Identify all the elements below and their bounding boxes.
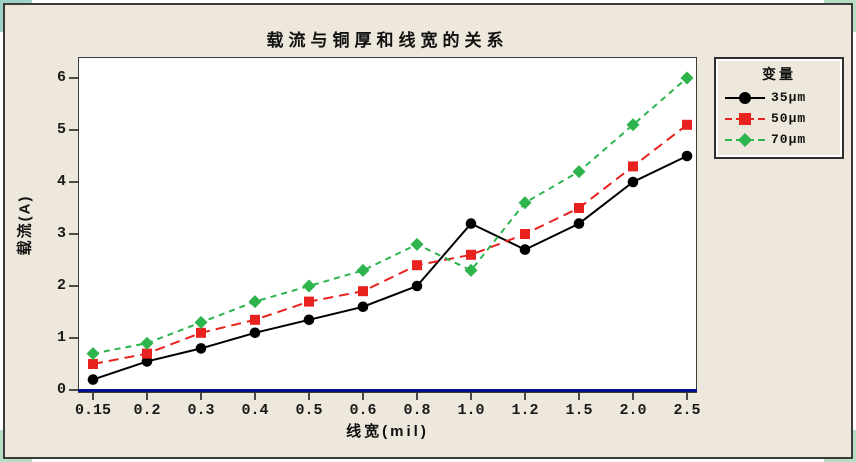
data-point-diamond <box>194 315 207 329</box>
legend-key-diamond <box>725 132 765 147</box>
chart-title: 载流与铜厚和线宽的关系 <box>266 31 509 50</box>
data-point-circle <box>357 301 368 312</box>
data-point-diamond <box>572 164 585 178</box>
data-point-circle <box>627 176 638 187</box>
data-point-circle <box>141 355 152 367</box>
legend-label: 70μm <box>771 132 807 147</box>
legend-rows: 35μm 50μm 70μm <box>724 87 834 150</box>
y-tick-label: 6 <box>56 69 66 86</box>
x-tick-label: 2.0 <box>619 402 647 419</box>
data-point-diamond <box>680 71 693 84</box>
x-axis-label: 线宽(mil) <box>346 423 429 440</box>
data-point-circle <box>519 243 530 255</box>
x-tick-label: 0.15 <box>74 402 111 419</box>
data-point-square <box>411 259 422 270</box>
y-tick-label: 3 <box>56 225 66 242</box>
y-tick-label: 5 <box>56 121 66 138</box>
data-point-square <box>573 202 584 213</box>
data-point-diamond <box>518 195 531 209</box>
x-tick-label: 1.2 <box>511 402 539 419</box>
plot-canvas <box>68 71 697 400</box>
x-tick-label: 0.6 <box>349 402 377 419</box>
data-point-diamond <box>86 346 99 360</box>
data-point-circle <box>681 150 692 161</box>
legend: 变量 35μm 50μm 70μm <box>714 57 844 159</box>
data-point-circle <box>195 342 206 354</box>
data-point-square <box>357 285 368 296</box>
data-point-circle <box>573 217 584 229</box>
data-point-diamond <box>464 263 477 277</box>
data-point-square <box>141 348 152 359</box>
plot-area <box>68 57 697 400</box>
legend-title: 变量 <box>762 66 796 82</box>
legend-key-circle <box>725 91 765 104</box>
x-tick-label: 0.3 <box>187 402 215 419</box>
series-line-50μm <box>92 123 688 365</box>
x-tick-label: 0.4 <box>241 402 269 419</box>
x-tick-label: 1.5 <box>565 402 593 419</box>
data-point-square <box>303 296 314 307</box>
data-point-diamond <box>302 279 315 292</box>
y-tick-label: 2 <box>56 277 66 294</box>
data-point-diamond <box>140 336 153 350</box>
legend-item-70μm: 70μm <box>724 129 834 150</box>
y-tick-label: 0 <box>56 381 66 398</box>
data-point-square <box>681 119 692 130</box>
data-point-square <box>195 327 206 338</box>
x-tick-label: 1.0 <box>457 402 485 419</box>
legend-key-square <box>725 112 765 125</box>
data-point-diamond <box>626 117 639 131</box>
x-tick-label: 2.5 <box>673 402 701 419</box>
data-point-square <box>249 314 260 325</box>
x-tick-label: 0.2 <box>133 402 161 419</box>
data-point-circle <box>303 314 314 325</box>
legend-item-35μm: 35μm <box>724 87 834 108</box>
legend-item-50μm: 50μm <box>724 108 834 129</box>
x-tick-label: 0.5 <box>295 402 323 419</box>
data-point-diamond <box>410 237 423 251</box>
series-line-35μm <box>92 154 687 381</box>
data-point-circle <box>465 217 476 229</box>
series-line-70μm <box>92 76 688 355</box>
data-point-circle <box>249 327 260 338</box>
legend-label: 35μm <box>771 90 807 105</box>
data-point-diamond <box>248 294 261 308</box>
data-point-diamond <box>356 263 369 277</box>
legend-label: 50μm <box>771 111 807 126</box>
y-tick-label: 4 <box>56 173 66 190</box>
data-point-circle <box>411 280 422 291</box>
data-point-square <box>519 228 530 239</box>
x-tick-label: 0.8 <box>403 402 431 419</box>
y-tick-label: 1 <box>56 329 66 346</box>
data-point-circle <box>87 373 98 385</box>
data-point-square <box>465 249 476 260</box>
data-point-square <box>627 160 638 171</box>
data-point-square <box>87 358 98 369</box>
